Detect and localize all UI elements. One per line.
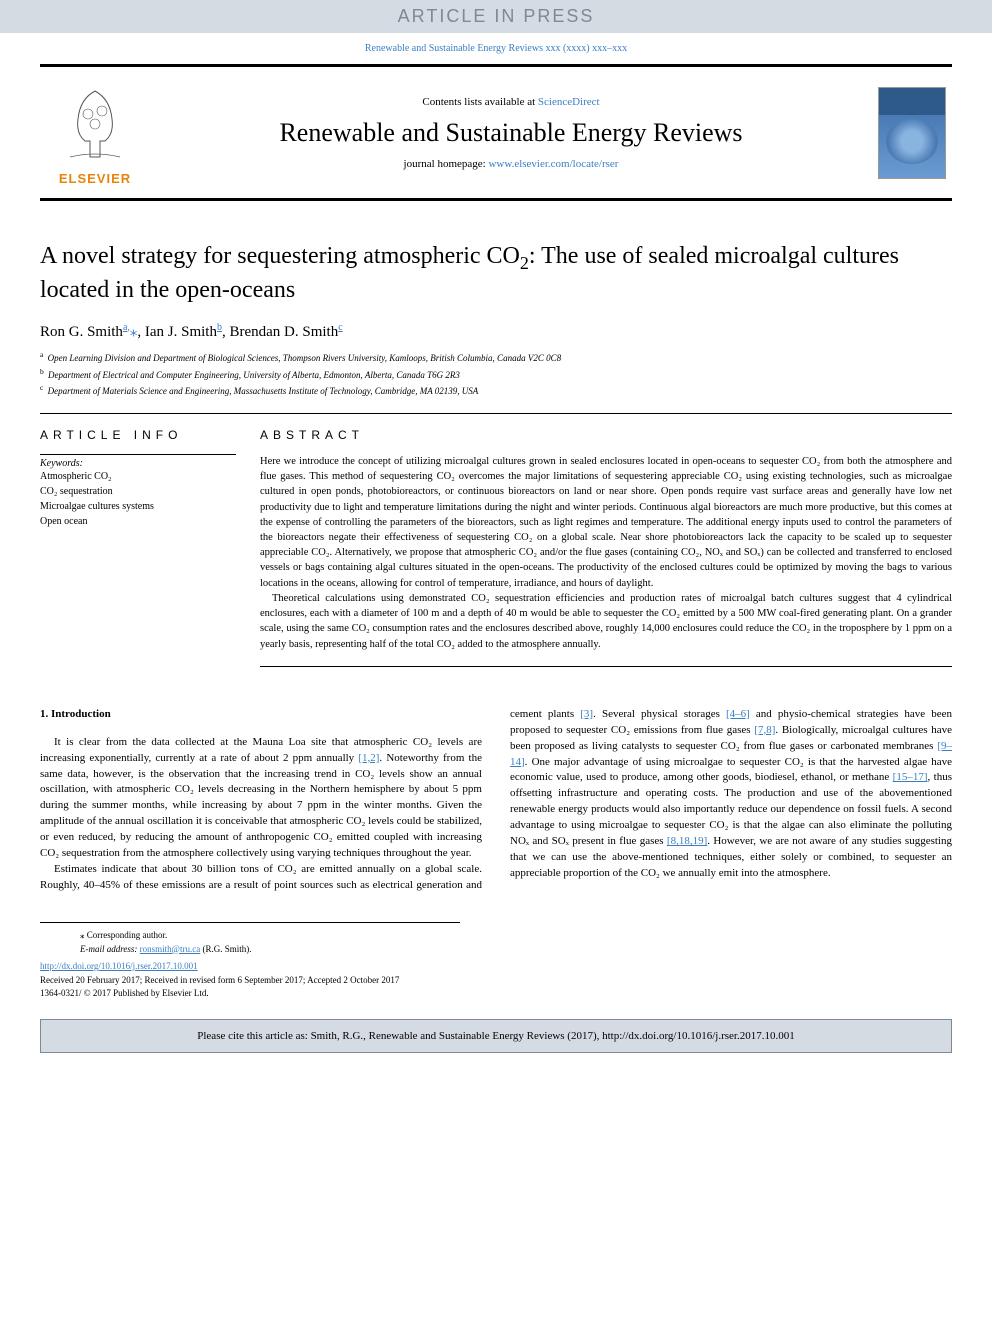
ref-8-18-19-link[interactable]: [8,18,19] xyxy=(667,835,707,847)
affil-link-c[interactable]: c xyxy=(338,322,342,333)
cite-text: Please cite this article as: Smith, R.G.… xyxy=(197,1030,794,1042)
intro-para-1: It is clear from the data collected at t… xyxy=(40,735,482,863)
ref-1-2-link[interactable]: [1,2] xyxy=(358,752,379,764)
affiliation-line: c Department of Materials Science and En… xyxy=(40,382,952,399)
journal-homepage-line: journal homepage: www.elsevier.com/locat… xyxy=(150,158,872,170)
banner-text: ARTICLE IN PRESS xyxy=(398,6,595,26)
issn-copyright: 1364-0321/ © 2017 Published by Elsevier … xyxy=(40,987,952,1001)
ref-4-6-link[interactable]: [4–6] xyxy=(726,708,750,720)
homepage-prefix: journal homepage: xyxy=(404,158,489,170)
corr-author-label: ⁎ Corresponding author. xyxy=(80,929,420,943)
keyword-item: Microalgae cultures systems xyxy=(40,499,236,514)
journal-header: ELSEVIER Contents lists available at Sci… xyxy=(40,64,952,201)
received-dates: Received 20 February 2017; Received in r… xyxy=(40,974,952,988)
publisher-logo-block: ELSEVIER xyxy=(40,75,150,190)
header-center: Contents lists available at ScienceDirec… xyxy=(150,75,872,190)
abstract-paragraph: Theoretical calculations using demonstra… xyxy=(260,591,952,652)
journal-homepage-link[interactable]: www.elsevier.com/locate/rser xyxy=(488,158,618,170)
keyword-item: CO₂ sequestration xyxy=(40,484,236,499)
sciencedirect-link[interactable]: ScienceDirect xyxy=(538,96,600,108)
abstract-paragraph: Here we introduce the concept of utilizi… xyxy=(260,454,952,591)
corresponding-star-icon: ⁎ xyxy=(130,324,138,340)
doi-link[interactable]: http://dx.doi.org/10.1016/j.rser.2017.10… xyxy=(40,961,198,971)
ref-3-link[interactable]: [3] xyxy=(580,708,593,720)
email-line: E-mail address: ronsmith@tru.ca (R.G. Sm… xyxy=(80,943,420,957)
article-info-sidebar: ARTICLE INFO Keywords: Atmospheric CO₂CO… xyxy=(40,414,260,667)
top-citation-line: Renewable and Sustainable Energy Reviews… xyxy=(0,33,992,64)
please-cite-box: Please cite this article as: Smith, R.G.… xyxy=(40,1019,952,1053)
cover-image-icon xyxy=(878,87,946,179)
introduction-heading: 1. Introduction xyxy=(40,707,482,723)
authors-line: Ron G. Smitha,⁎, Ian J. Smithb, Brendan … xyxy=(40,322,952,341)
introduction-section: 1. Introduction It is clear from the dat… xyxy=(40,707,952,894)
info-abstract-row: ARTICLE INFO Keywords: Atmospheric CO₂CO… xyxy=(40,413,952,667)
affiliation-line: b Department of Electrical and Computer … xyxy=(40,366,952,383)
ref-15-17-link[interactable]: [15–17] xyxy=(893,771,928,783)
journal-title: Renewable and Sustainable Energy Reviews xyxy=(150,118,872,148)
elsevier-wordmark: ELSEVIER xyxy=(59,171,131,186)
keywords-label: Keywords: xyxy=(40,454,236,469)
email-label: E-mail address: xyxy=(80,944,140,954)
journal-cover-thumb xyxy=(872,75,952,190)
keyword-item: Open ocean xyxy=(40,514,236,529)
keyword-item: Atmospheric CO₂ xyxy=(40,469,236,484)
title-block: A novel strategy for sequestering atmosp… xyxy=(40,241,952,399)
article-in-press-banner: ARTICLE IN PRESS xyxy=(0,0,992,33)
abstract-heading: ABSTRACT xyxy=(260,428,952,442)
affil-link-b[interactable]: b xyxy=(217,322,222,333)
article-info-heading: ARTICLE INFO xyxy=(40,428,236,442)
affil-link-a[interactable]: a xyxy=(123,322,127,333)
abstract-block: ABSTRACT Here we introduce the concept o… xyxy=(260,414,952,667)
email-name: (R.G. Smith). xyxy=(200,944,251,954)
keywords-list: Atmospheric CO₂CO₂ sequestrationMicroalg… xyxy=(40,469,236,529)
corr-email-link[interactable]: ronsmith@tru.ca xyxy=(140,944,201,954)
affiliations: a Open Learning Division and Department … xyxy=(40,349,952,399)
publication-footer: http://dx.doi.org/10.1016/j.rser.2017.10… xyxy=(0,956,992,1005)
affiliation-line: a Open Learning Division and Department … xyxy=(40,349,952,366)
contents-available-line: Contents lists available at ScienceDirec… xyxy=(150,96,872,108)
contents-prefix: Contents lists available at xyxy=(422,96,537,108)
corresponding-footer: ⁎ Corresponding author. E-mail address: … xyxy=(40,922,460,956)
citation-text: Renewable and Sustainable Energy Reviews… xyxy=(365,43,627,54)
article-title: A novel strategy for sequestering atmosp… xyxy=(40,241,952,306)
ref-7-8-link[interactable]: [7,8] xyxy=(754,724,775,736)
elsevier-tree-icon xyxy=(50,79,140,169)
abstract-text: Here we introduce the concept of utilizi… xyxy=(260,454,952,652)
